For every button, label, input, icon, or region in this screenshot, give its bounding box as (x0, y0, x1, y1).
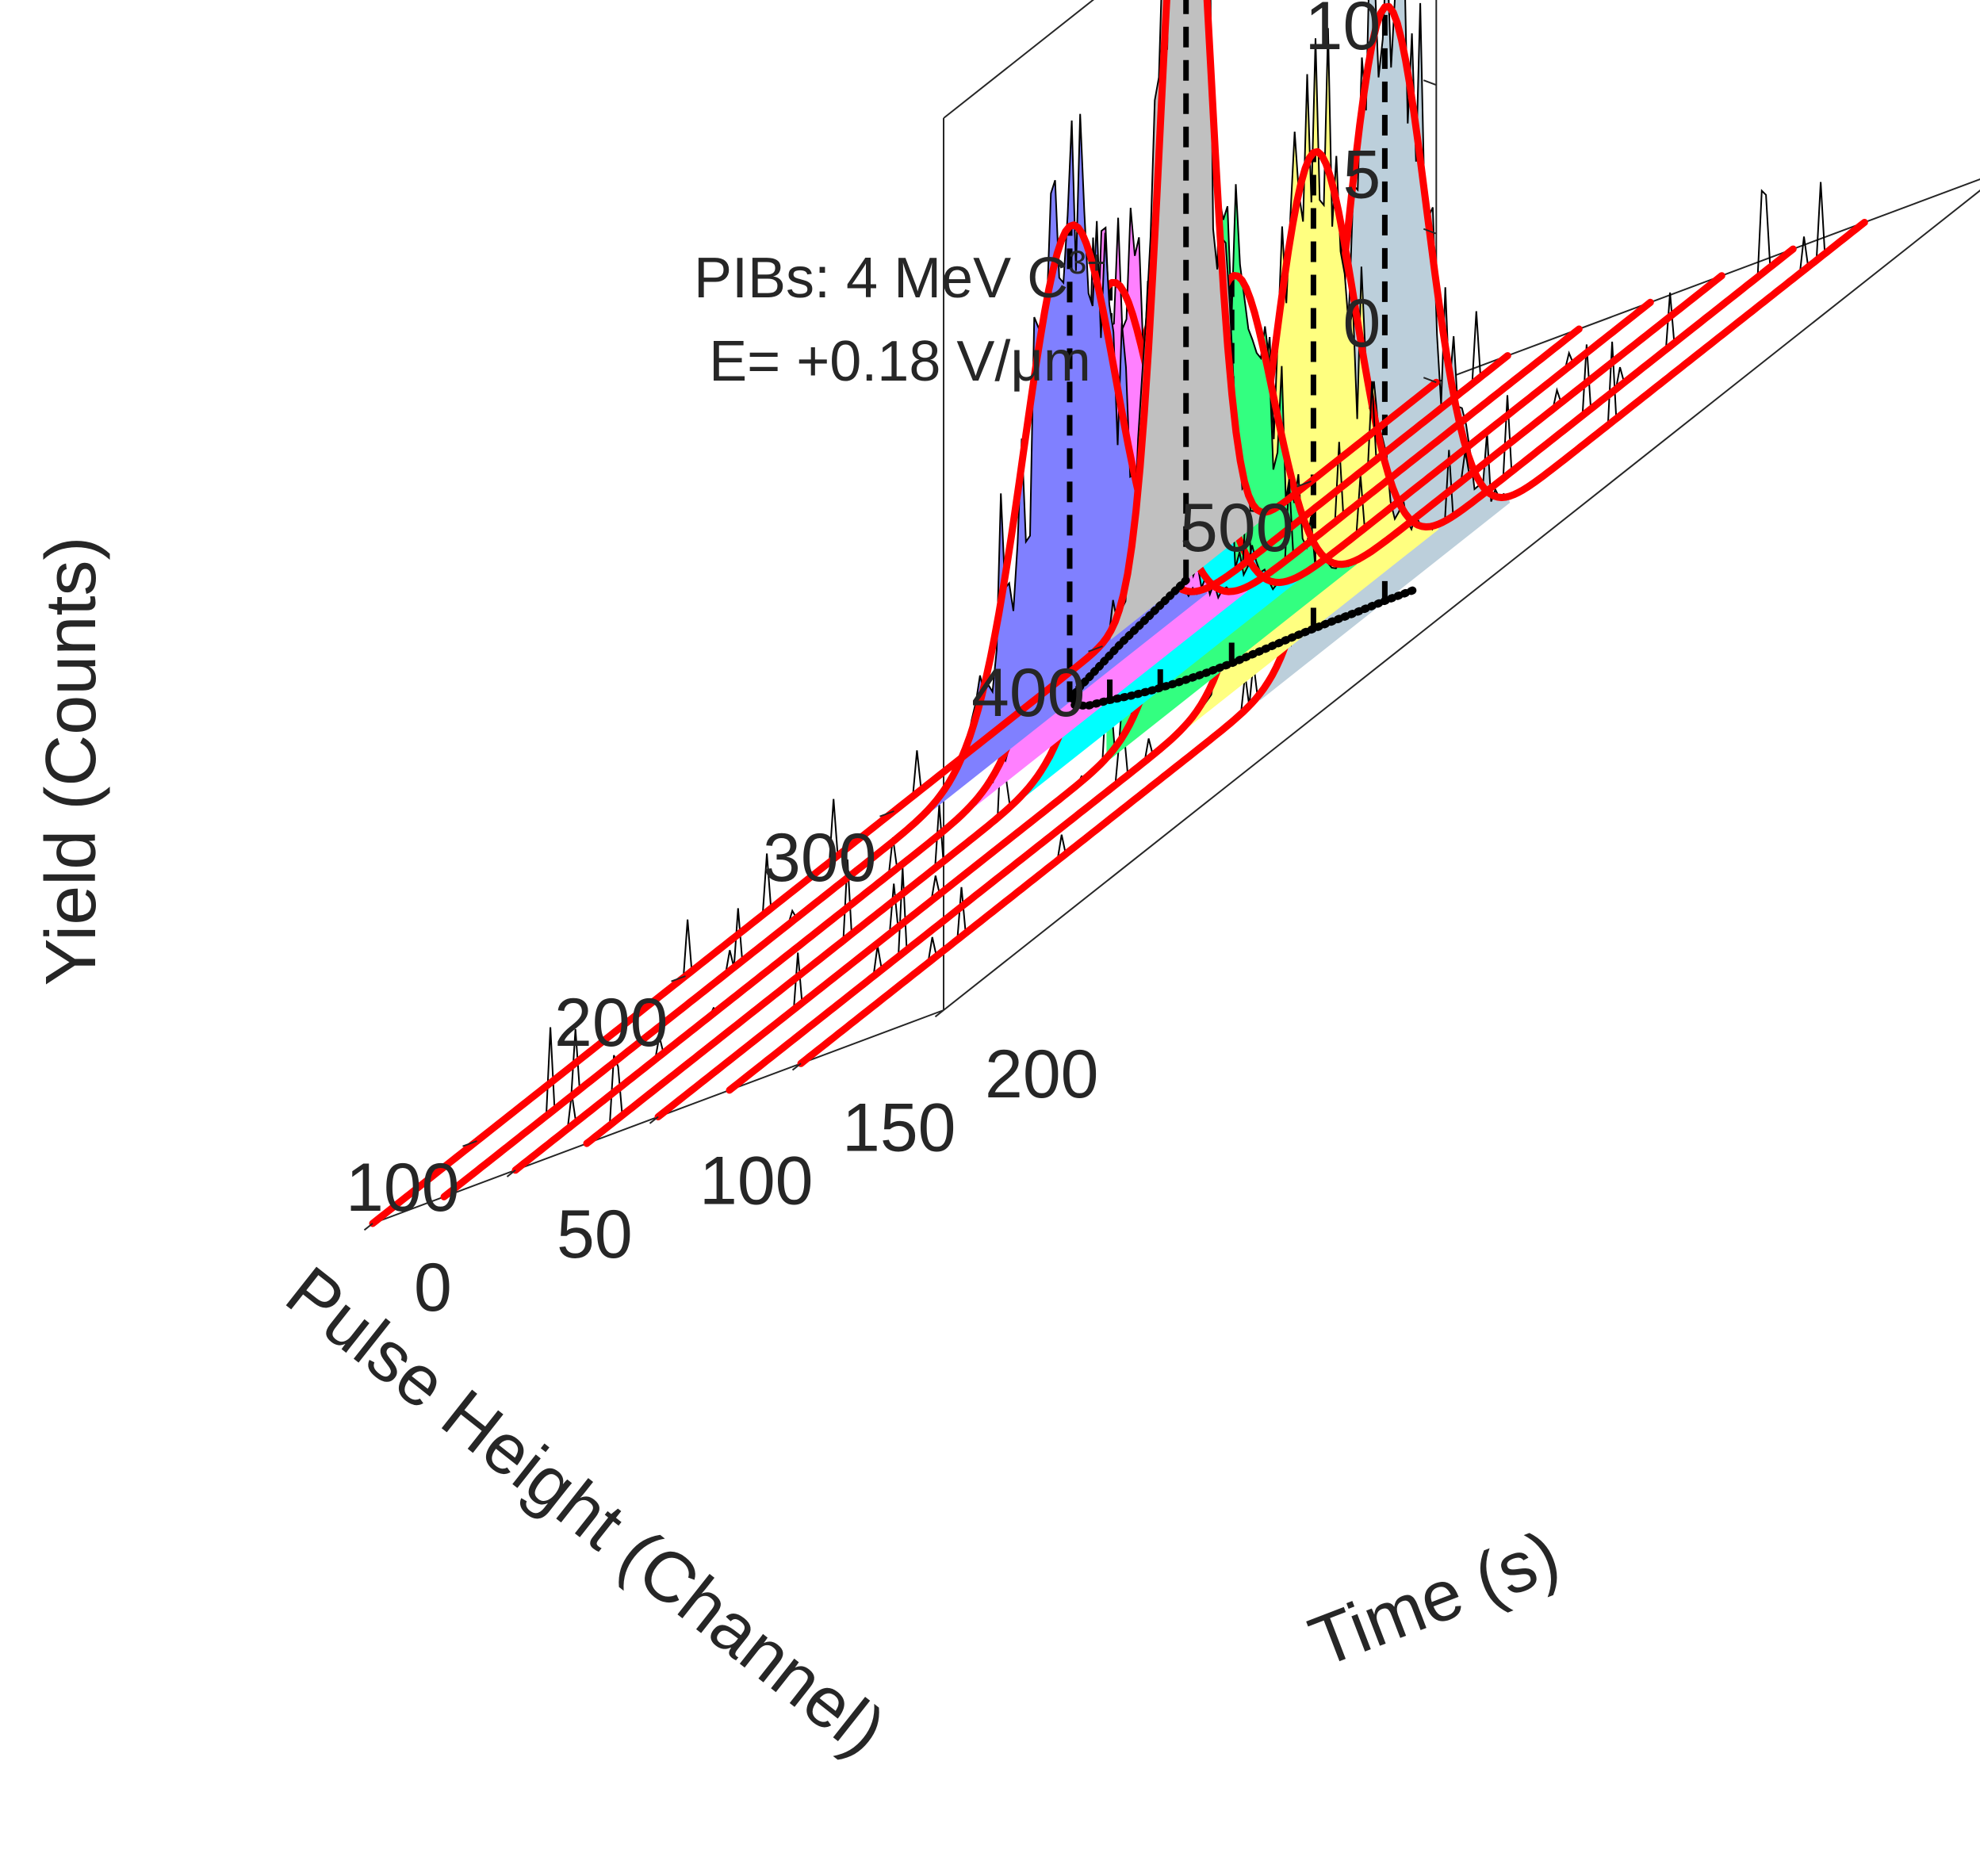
y-tick-mark-150 (791, 1062, 802, 1071)
y-tick-mark-0 (363, 1223, 373, 1231)
x-tick-mark-400 (1088, 645, 1103, 653)
y-tick-mark-50 (506, 1169, 516, 1177)
spectra (369, 0, 1868, 1227)
top-back-edge-right (943, 0, 1095, 119)
x-tick-mark-500 (1296, 480, 1312, 488)
z-tick-label-5: 5 (1342, 137, 1381, 213)
z-tick-mark-0 (1423, 377, 1437, 384)
x-axis-label: Pulse Height (Channel) (271, 1252, 899, 1771)
gaussian-fit-25s (440, 221, 1511, 1200)
annotation-line-1: PIBs: 4 MeV C3+ (694, 243, 1106, 310)
gaussian-fit-0s (369, 0, 1440, 1227)
spectrum-fill-0s (1111, 0, 1262, 640)
x-tick-label-400: 400 (971, 655, 1086, 731)
z-tick-mark-5 (1423, 228, 1437, 235)
y-tick-mark-200 (934, 1009, 944, 1018)
peak-trace-line (1068, 576, 1419, 710)
x-tick-mark-200 (671, 975, 686, 982)
x-tick-mark-100 (462, 1140, 477, 1147)
z-ticks: 051015202530 (1305, 0, 1437, 384)
annotation-superscript: 3+ (1068, 243, 1106, 281)
y-tick-label-150: 150 (842, 1089, 956, 1166)
x-tick-label-500: 500 (1180, 490, 1294, 566)
spectrum-0s (369, 0, 1440, 1227)
right-floor-edge (943, 190, 1980, 1011)
x-tick-label-200: 200 (554, 985, 668, 1061)
x-tick-label-300: 300 (763, 820, 877, 896)
annotation-main: PIBs: 4 MeV C (694, 247, 1068, 310)
y-tick-label-0: 0 (414, 1250, 452, 1326)
y-ticks: 0 50 100 150 200 (363, 1009, 1099, 1326)
z-tick-mark-10 (1423, 79, 1437, 86)
y-tick-label-100: 100 (699, 1143, 814, 1219)
z-tick-label-10: 10 (1305, 0, 1381, 64)
peak-trace (1068, 576, 1419, 710)
z-tick-label-0: 0 (1342, 285, 1381, 362)
y-tick-label-50: 50 (557, 1196, 633, 1273)
annotation-line-2: E= +0.18 V/μm (709, 330, 1091, 393)
x-ticks: 100 200 300 400 500 (346, 480, 1312, 1226)
y-axis-label: Time (s) (1300, 1516, 1570, 1683)
y-tick-label-200: 200 (985, 1036, 1099, 1112)
spectrum-25s (440, 113, 1511, 1200)
y-tick-mark-100 (649, 1116, 659, 1124)
x-tick-mark-300 (879, 810, 894, 817)
x-tick-label-100: 100 (346, 1150, 460, 1226)
z-axis-label: Yield (Counts) (32, 537, 111, 986)
